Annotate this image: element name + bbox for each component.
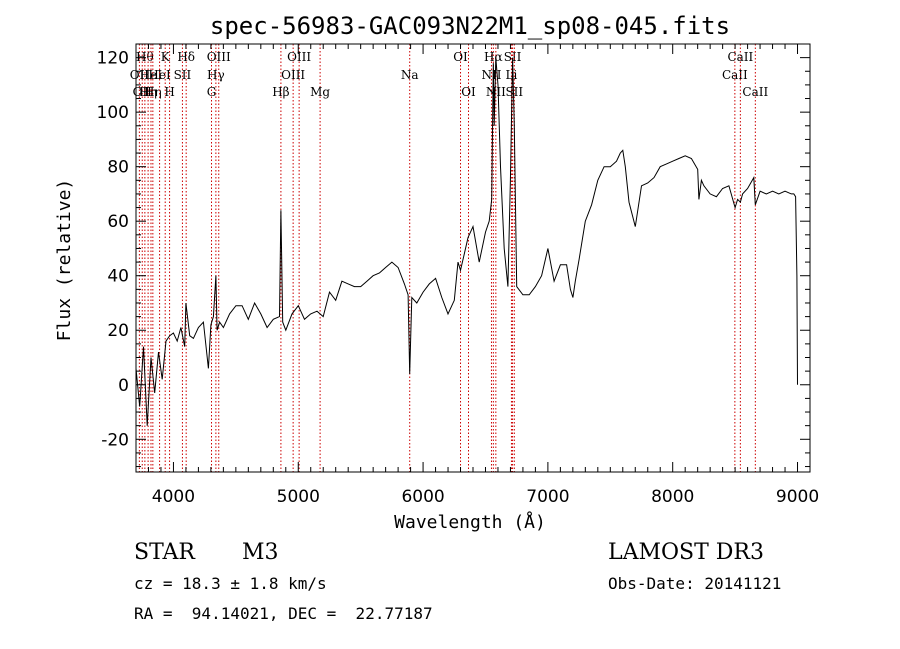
y-tick-label-5: 80 [107,158,129,178]
line-label-10: Hδ [177,50,195,64]
axes: 4000 5000 6000 7000 8000 9000 -20 0 20 40 60 80 100 1… [97,44,819,507]
line-label-4: HeI [140,68,163,82]
spectral-line-markers: OIIOIIHθHηHeIHηHeIKHSIIHδGHγOIIIHβOIIIOI… [130,44,768,472]
observation-date: Obs-Date: 20141121 [608,574,782,593]
line-label-7: K [161,50,171,64]
object-subclass: M3 [242,540,279,565]
line-label-9: SII [174,68,192,82]
line-label-18: Na [401,68,419,82]
line-label-26: SII [505,85,523,99]
line-label-23: NII [486,85,506,99]
plot-frame [135,43,811,473]
x-axis-label: Wavelength (Å) [394,511,546,533]
x-tick-label-3: 7000 [526,487,569,507]
y-tick-label-0: -20 [101,430,129,450]
sky-coordinates: RA = 94.14021, DEC = 22.77187 [134,604,433,623]
line-label-20: OI [461,85,476,99]
chart-title: spec-56983-GAC093N22M1_sp08-045.fits [210,12,730,40]
line-label-3: Hη [139,85,157,99]
flux-series-line [135,57,798,426]
x-tick-label-4: 8000 [651,487,694,507]
object-class: STAR [134,540,195,565]
line-label-22: Hα [484,50,503,64]
x-tick-label-5: 9000 [776,487,819,507]
line-label-17: Mg [310,85,330,99]
x-tick-label-0: 4000 [152,487,195,507]
line-label-5: Hη [144,85,162,99]
line-label-24: Li [506,68,518,82]
y-tick-label-1: 0 [118,376,129,396]
line-label-27: CaII [722,68,748,82]
y-tick-label-4: 60 [107,212,129,232]
line-label-11: G [207,85,217,99]
line-label-1: OII [133,85,153,99]
line-label-29: CaII [742,85,768,99]
line-label-8: H [164,85,174,99]
line-label-15: OIII [281,68,305,82]
y-axis-label: Flux (relative) [54,179,75,342]
line-label-6: HeI [148,68,171,82]
line-label-28: CaII [727,50,753,64]
y-tick-label-2: 20 [107,321,129,341]
line-label-0: OII [130,68,150,82]
x-tick-label-1: 5000 [277,487,320,507]
survey-name: LAMOST DR3 [608,540,764,565]
y-tick-label-6: 100 [97,103,129,123]
line-label-16: OIII [287,50,311,64]
line-label-21: NII [481,68,501,82]
line-label-2: Hθ [136,50,154,64]
redshift-value: cz = 18.3 ± 1.8 km/s [134,574,327,593]
line-label-12: Hγ [207,68,225,82]
line-label-14: Hβ [272,85,289,99]
line-label-25: SII [504,50,522,64]
x-tick-label-2: 6000 [401,487,444,507]
line-label-19: OI [453,50,468,64]
line-label-13: OIII [207,50,231,64]
y-tick-label-7: 120 [97,49,129,69]
y-tick-label-3: 40 [107,267,129,287]
